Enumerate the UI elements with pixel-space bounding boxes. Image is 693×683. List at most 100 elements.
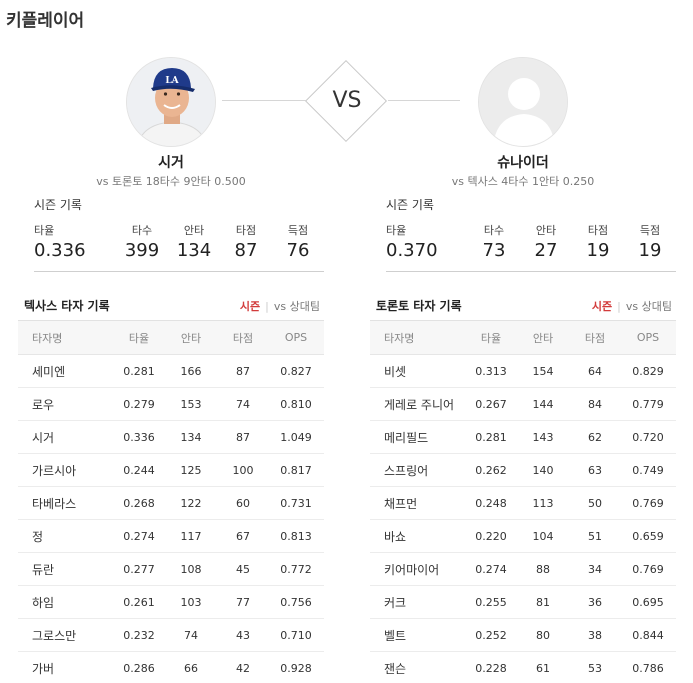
- cell-name: 시거: [32, 430, 55, 445]
- cell-hits: 140: [532, 463, 554, 477]
- col-header-ops: OPS: [636, 331, 660, 344]
- cell-ops: 0.813: [280, 529, 312, 543]
- cell-hits: 117: [180, 529, 202, 543]
- cell-hits: 104: [532, 529, 554, 543]
- cell-ops: 0.756: [280, 595, 312, 609]
- cell-ops: 0.772: [280, 562, 312, 576]
- table-body: 타자명 타율 안타 타점 OPS 세미엔 0.281 166 87 0.827 로우 0.2…: [18, 320, 324, 683]
- cell-hits: 144: [532, 397, 554, 411]
- player-card-left[interactable]: LA 시거 vs 토론토 18타수 9안타 0.500: [96, 57, 246, 189]
- page-title: 키플레이어: [6, 11, 85, 31]
- cell-ops: 0.749: [632, 463, 664, 477]
- player-card-right[interactable]: 슈나이더 vs 텍사스 4타수 1안타 0.250: [448, 57, 598, 189]
- table-row[interactable]: 키어마이어 0.274 88 34 0.769: [370, 553, 676, 586]
- vs-divider-right: [388, 100, 460, 101]
- table-row[interactable]: 잰슨 0.228 61 53 0.786: [370, 652, 676, 683]
- stat-avg: 타율 0.336: [34, 222, 86, 261]
- table-row[interactable]: 시거 0.336 134 87 1.049: [18, 421, 324, 454]
- cell-name: 스프링어: [384, 463, 429, 478]
- cell-avg: 0.286: [123, 661, 155, 675]
- cell-ops: 0.786: [632, 661, 664, 675]
- cell-name: 세미엔: [32, 364, 66, 379]
- cell-avg: 0.220: [475, 529, 507, 543]
- cell-avg: 0.252: [475, 628, 507, 642]
- col-header-hits: 안타: [180, 331, 202, 345]
- cell-ops: 0.769: [632, 562, 664, 576]
- cell-ops: 0.731: [280, 496, 312, 510]
- cell-rbi: 45: [236, 562, 250, 576]
- tab-season[interactable]: 시즌: [591, 300, 613, 313]
- col-header-ops: OPS: [284, 331, 308, 344]
- stat-hits: 안타 134: [174, 222, 214, 261]
- tab-vs-opponent[interactable]: vs 상대팀: [273, 300, 320, 313]
- cell-rbi: 63: [588, 463, 602, 477]
- cell-hits: 134: [180, 430, 202, 444]
- table-row[interactable]: 듀란 0.277 108 45 0.772: [18, 553, 324, 586]
- table-row[interactable]: 가버 0.286 66 42 0.928: [18, 652, 324, 683]
- cell-ops: 0.817: [280, 463, 312, 477]
- table-row[interactable]: 커크 0.255 81 36 0.695: [370, 586, 676, 619]
- stat-value: 73: [482, 240, 506, 261]
- stat-label: 안타: [183, 224, 205, 237]
- table-row[interactable]: 채프먼 0.248 113 50 0.769: [370, 487, 676, 520]
- player-vs-record: vs 텍사스 4타수 1안타 0.250: [451, 175, 595, 188]
- cell-rbi: 87: [236, 430, 250, 444]
- table-row[interactable]: 벨트 0.252 80 38 0.844: [370, 619, 676, 652]
- table-title: 텍사스 타자 기록: [24, 299, 110, 313]
- table-header-bar: 토론토 타자 기록 시즌 | vs 상대팀: [370, 292, 676, 320]
- table-row[interactable]: 세미엔 0.281 166 87 0.827: [18, 355, 324, 388]
- cell-name: 커크: [384, 595, 407, 610]
- cell-rbi: 87: [236, 364, 250, 378]
- table-row[interactable]: 로우 0.279 153 74 0.810: [18, 388, 324, 421]
- tab-season[interactable]: 시즌: [239, 300, 261, 313]
- stat-label: 타점: [235, 224, 257, 237]
- cell-avg: 0.228: [475, 661, 507, 675]
- table-row[interactable]: 타베라스 0.268 122 60 0.731: [18, 487, 324, 520]
- cell-avg: 0.274: [475, 562, 507, 576]
- cell-hits: 153: [180, 397, 202, 411]
- table-row[interactable]: 메리필드 0.281 143 62 0.720: [370, 421, 676, 454]
- stat-label: 득점: [639, 224, 661, 237]
- cell-ops: 0.810: [280, 397, 312, 411]
- cell-name: 가르시아: [32, 463, 77, 478]
- stat-label: 타율: [386, 224, 407, 237]
- table-row[interactable]: 바쇼 0.220 104 51 0.659: [370, 520, 676, 553]
- cell-rbi: 42: [236, 661, 250, 675]
- cell-name: 타베라스: [32, 496, 77, 511]
- batting-table-left: 텍사스 타자 기록 시즌 | vs 상대팀 타자명 타율 안타 타점 OPS 세미엔…: [18, 292, 324, 683]
- stat-value: 0.370: [386, 240, 438, 261]
- cell-name: 벨트: [384, 628, 407, 643]
- cell-rbi: 60: [236, 496, 250, 510]
- col-header-name: 타자명: [32, 331, 63, 345]
- table-row[interactable]: 정 0.274 117 67 0.813: [18, 520, 324, 553]
- cell-ops: 0.659: [632, 529, 664, 543]
- table-row[interactable]: 비셋 0.313 154 64 0.829: [370, 355, 676, 388]
- player-photo: LA: [126, 57, 216, 147]
- cell-hits: 81: [536, 595, 550, 609]
- cell-ops: 0.695: [632, 595, 664, 609]
- season-label: 시즌 기록: [34, 198, 82, 212]
- table-tabs: 시즌 | vs 상대팀: [240, 298, 320, 314]
- cell-avg: 0.255: [475, 595, 507, 609]
- stat-avg: 타율 0.370: [386, 222, 438, 261]
- table-rows: 비셋 0.313 154 64 0.829 게레로 주니어 0.267 144 84 0.779 메…: [370, 355, 676, 683]
- table-row[interactable]: 하임 0.261 103 77 0.756: [18, 586, 324, 619]
- table-row[interactable]: 스프링어 0.262 140 63 0.749: [370, 454, 676, 487]
- table-row[interactable]: 그로스만 0.232 74 43 0.710: [18, 619, 324, 652]
- cell-rbi: 77: [236, 595, 250, 609]
- cell-rbi: 34: [588, 562, 602, 576]
- stat-value: 76: [286, 240, 310, 261]
- col-header-avg: 타율: [128, 331, 150, 345]
- cell-rbi: 51: [588, 529, 602, 543]
- season-stat-row: 타율 0.370 타수 73 안타 27 타점 19 득점 19: [386, 222, 676, 272]
- tab-vs-opponent[interactable]: vs 상대팀: [625, 300, 672, 313]
- table-row[interactable]: 가르시아 0.244 125 100 0.817: [18, 454, 324, 487]
- tab-separator: |: [265, 300, 269, 313]
- table-header-row: 타자명 타율 안타 타점 OPS: [370, 321, 676, 355]
- cell-hits: 61: [536, 661, 550, 675]
- cell-avg: 0.313: [475, 364, 507, 378]
- svg-text:LA: LA: [165, 76, 179, 86]
- table-row[interactable]: 게레로 주니어 0.267 144 84 0.779: [370, 388, 676, 421]
- cell-ops: 0.779: [632, 397, 664, 411]
- vs-divider-left: [222, 100, 306, 101]
